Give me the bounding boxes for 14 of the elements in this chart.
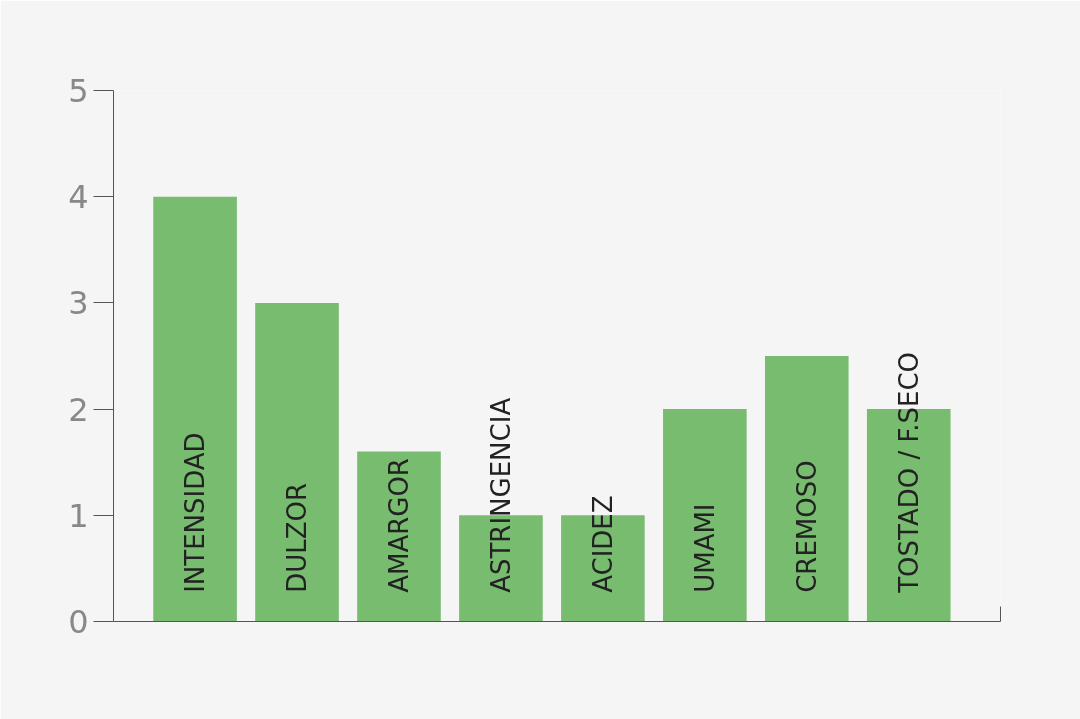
y-tick-label: 5 [68,72,89,110]
x-tick-label: ASTRINGENCIA [485,397,516,593]
y-tick-label: 3 [68,284,89,323]
x-tick-label: AMARGOR [383,458,414,593]
y-tick-label: 2 [68,390,89,429]
x-tick-label: UMAMI [689,503,720,593]
y-tick-label: 1 [68,496,89,535]
y-tick-label: 4 [68,178,89,217]
x-tick-label: ACIDEZ [587,495,618,593]
y-tick-label: 0 [68,603,89,641]
x-tick-label: DULZOR [282,482,313,593]
x-tick-label: INTENSIDAD [180,432,211,593]
x-tick-label: CREMOSO [791,460,822,593]
x-tick-label: TOSTADO / F.SECO [893,351,924,594]
